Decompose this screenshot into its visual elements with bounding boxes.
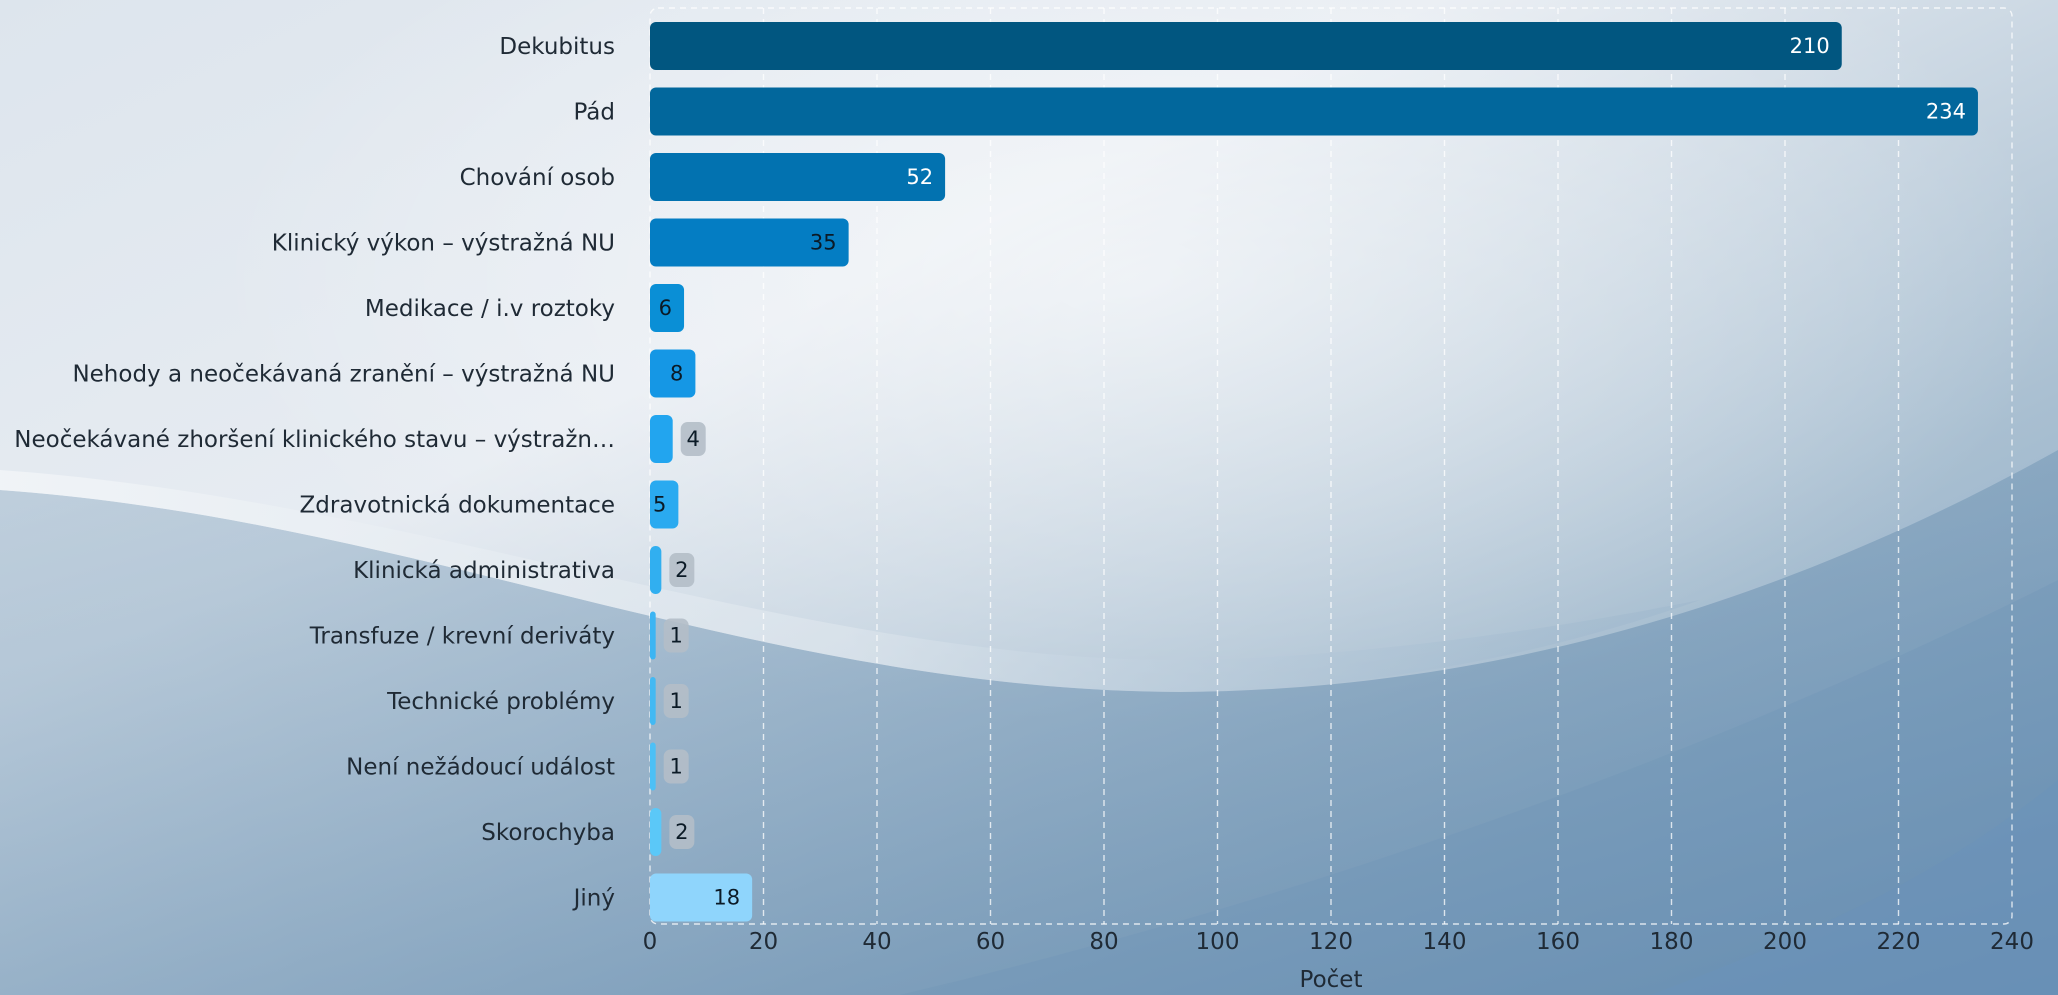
category-label: Zdravotnická dokumentace <box>300 493 615 519</box>
category-label: Dekubitus <box>499 34 615 60</box>
bar <box>650 677 656 725</box>
x-tick-label: 100 <box>1196 929 1240 955</box>
value-label: 2 <box>675 820 688 844</box>
x-tick-label: 180 <box>1650 929 1694 955</box>
category-label: Chování osob <box>460 165 615 191</box>
value-label: 18 <box>713 886 740 910</box>
x-tick-label: 60 <box>976 929 1005 955</box>
bar <box>650 284 685 332</box>
category-label: Není nežádoucí událost <box>346 755 615 781</box>
x-tick-label: 220 <box>1877 929 1921 955</box>
value-label: 1 <box>669 755 682 779</box>
bar <box>650 546 662 594</box>
value-label: 2 <box>675 558 688 582</box>
bar <box>650 611 656 660</box>
x-tick-label: 80 <box>1089 929 1118 955</box>
category-labels: Dekubitus Pád Chování osob Klinický výkon –… <box>14 34 615 912</box>
value-label: 5 <box>653 493 666 517</box>
bar <box>650 480 679 529</box>
category-label: Klinický výkon – výstražná NU <box>272 231 615 257</box>
value-label: 1 <box>669 624 682 648</box>
value-label: 1 <box>669 689 682 713</box>
bar <box>650 87 1978 136</box>
bar <box>650 218 849 267</box>
x-tick-label: 0 <box>643 929 658 955</box>
bar <box>650 415 673 463</box>
value-label-badge <box>663 749 689 784</box>
category-label: Technické problémy <box>386 689 615 715</box>
bar <box>650 349 696 398</box>
category-label: Medikace / i.v roztoky <box>365 296 615 322</box>
bar <box>650 873 753 922</box>
value-label: 8 <box>670 362 683 386</box>
category-label: Transfuze / krevní deriváty <box>309 624 615 650</box>
value-label: 210 <box>1790 34 1830 58</box>
x-tick-label: 20 <box>749 929 778 955</box>
bar <box>650 153 946 201</box>
value-label: 35 <box>810 231 837 255</box>
gridlines <box>762 8 1900 924</box>
x-tick-label: 120 <box>1309 929 1353 955</box>
value-label-badge <box>680 422 706 456</box>
bar <box>650 742 656 791</box>
value-label-badge <box>663 618 689 653</box>
value-label: 6 <box>659 296 672 320</box>
value-label: 52 <box>906 165 933 189</box>
x-axis-ticks: 0 20 40 60 80 100 120 140 160 180 200 220 240 <box>643 929 2034 955</box>
value-label: 234 <box>1926 100 1966 124</box>
value-label: 4 <box>687 427 700 451</box>
x-tick-label: 40 <box>862 929 891 955</box>
category-label: Nehody a neočekávaná zranění – výstražná… <box>72 362 615 388</box>
x-tick-label: 160 <box>1536 929 1580 955</box>
x-axis-title: Počet <box>1300 967 1363 993</box>
x-tick-label: 200 <box>1763 929 1807 955</box>
x-tick-label: 140 <box>1423 929 1467 955</box>
category-label: Skorochyba <box>481 820 615 846</box>
value-label-badge <box>663 684 689 718</box>
category-label: Klinická administrativa <box>353 558 615 584</box>
bar <box>650 22 1842 70</box>
value-label-badge <box>669 815 695 849</box>
category-label: Jiný <box>572 886 615 912</box>
value-label-badge <box>669 553 695 587</box>
bar <box>650 808 662 856</box>
category-label: Pád <box>573 100 615 126</box>
bars <box>650 22 1978 922</box>
category-label: Neočekávané zhoršení klinického stavu – … <box>14 427 615 453</box>
x-tick-label: 240 <box>1990 929 2034 955</box>
